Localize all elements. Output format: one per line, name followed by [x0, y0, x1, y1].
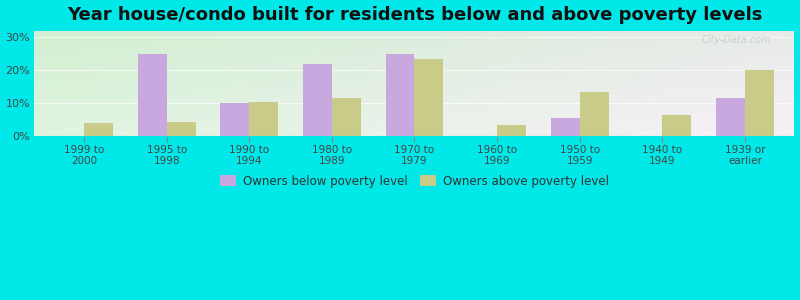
Bar [332, 98, 361, 136]
Bar [716, 98, 745, 136]
Bar [386, 54, 414, 136]
Bar [580, 92, 609, 136]
Text: City-Data.com: City-Data.com [702, 35, 772, 45]
Title: Year house/condo built for residents below and above poverty levels: Year house/condo built for residents bel… [66, 6, 762, 24]
Bar [250, 102, 278, 136]
Bar [138, 54, 166, 136]
Bar [662, 115, 691, 136]
Bar [303, 64, 332, 136]
Bar [745, 70, 774, 136]
Bar [84, 123, 113, 136]
Legend: Owners below poverty level, Owners above poverty level: Owners below poverty level, Owners above… [216, 172, 613, 192]
Bar [166, 122, 195, 136]
Bar [414, 59, 443, 136]
Bar [220, 103, 250, 136]
Bar [550, 118, 580, 136]
Bar [497, 125, 526, 136]
